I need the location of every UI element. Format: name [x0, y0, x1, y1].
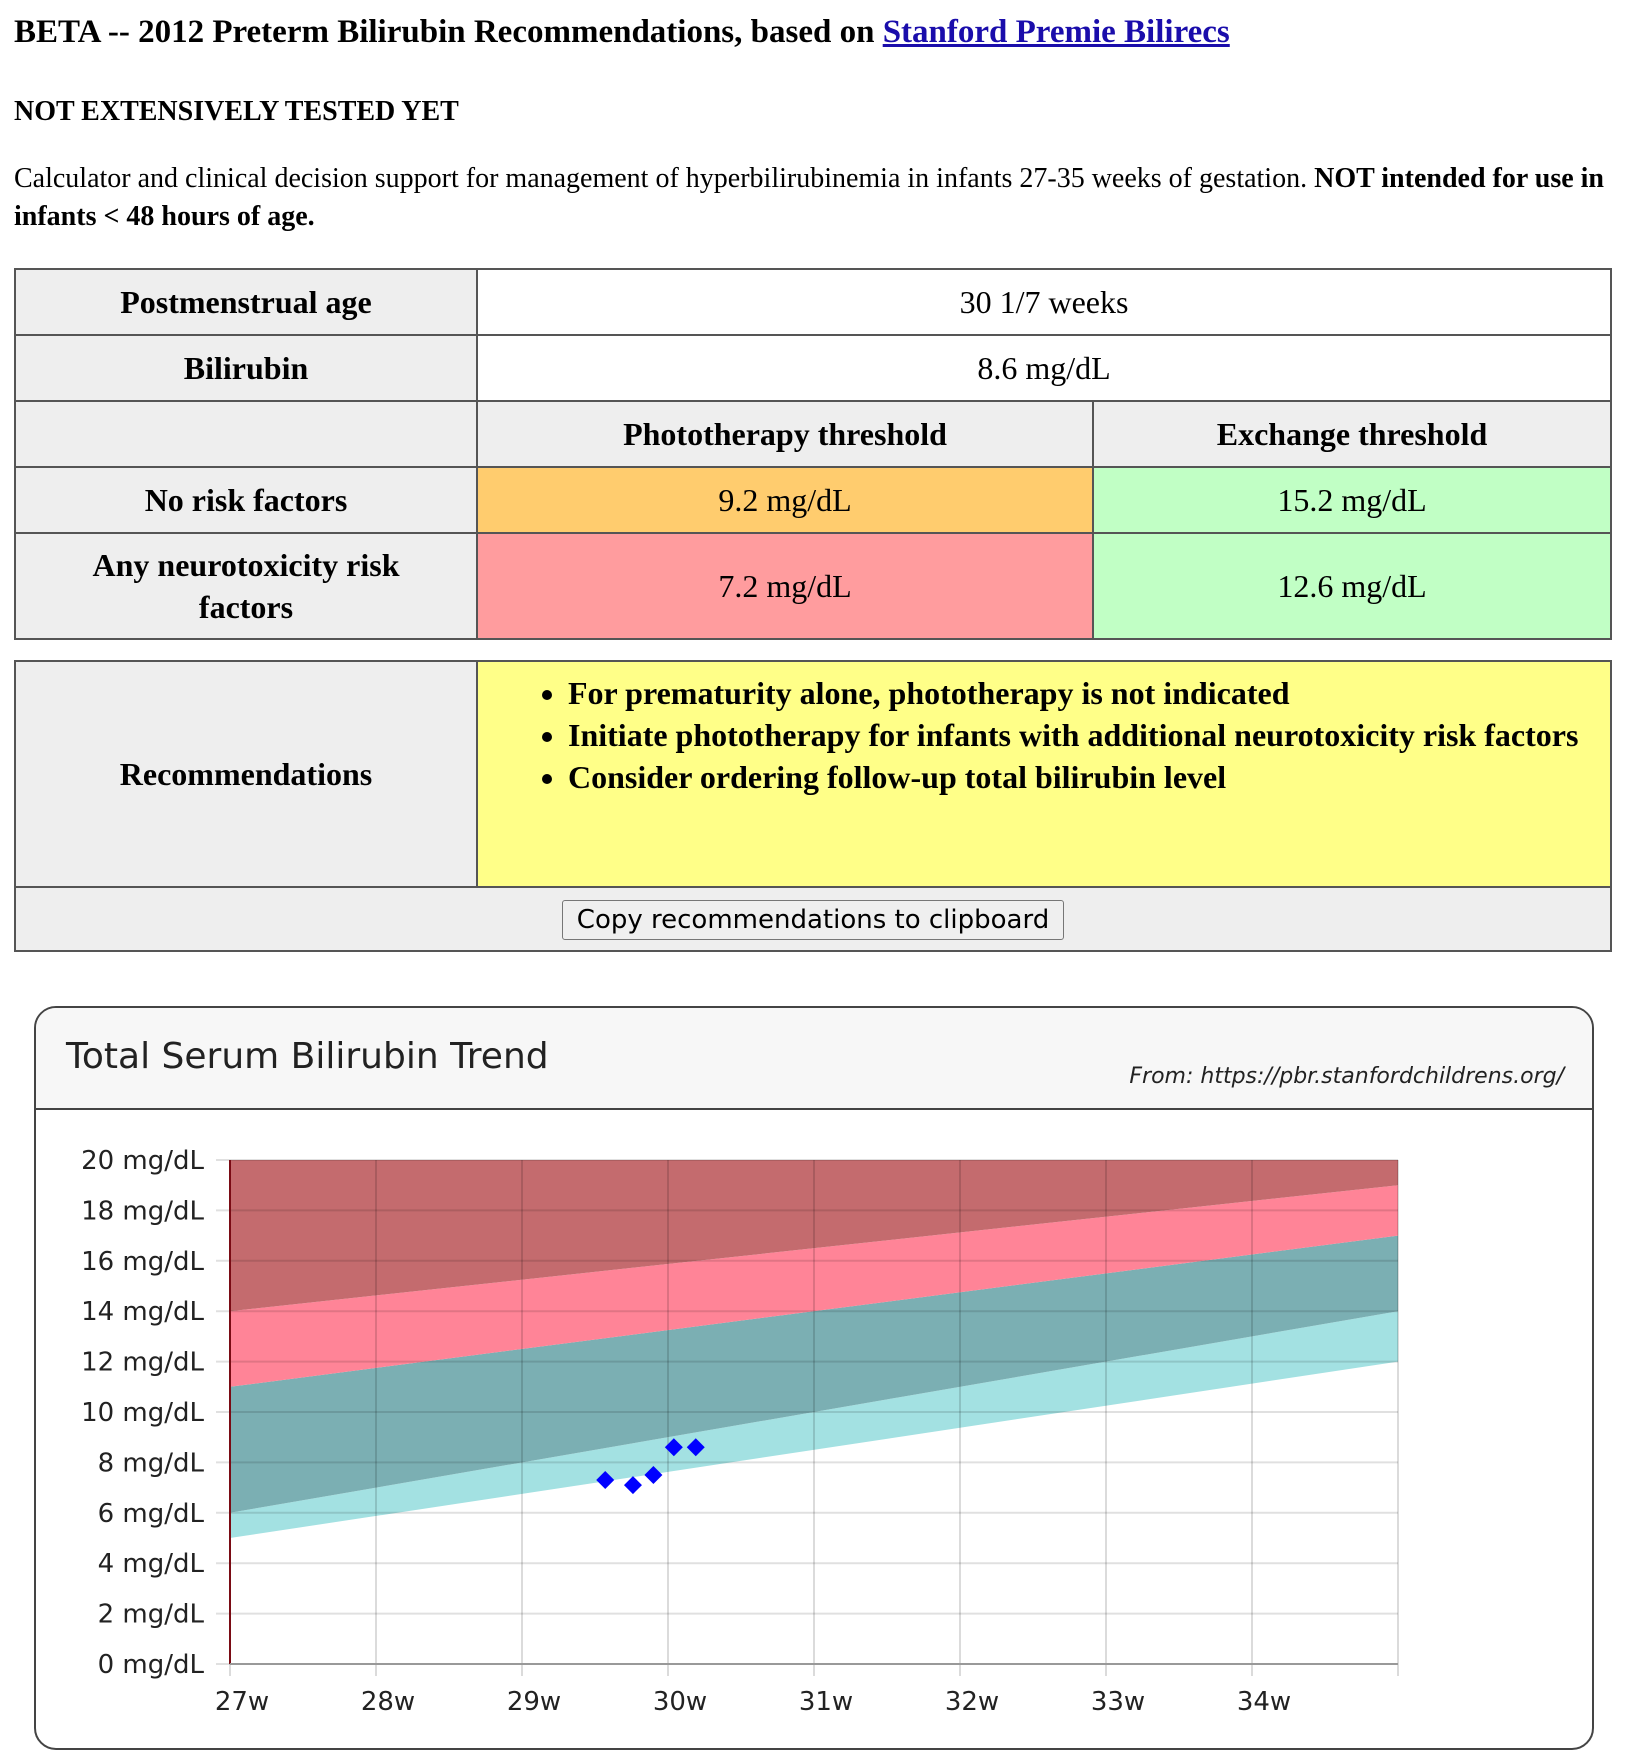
risk-phototherapy: 7.2 mg/dL	[476, 532, 1094, 640]
y-tick-label: 10 mg/dL	[81, 1398, 204, 1428]
chart-header: Total Serum Bilirubin Trend From: https:…	[36, 1008, 1592, 1110]
risk-exchange: 12.6 mg/dL	[1092, 532, 1612, 640]
page-title: BETA -- 2012 Preterm Bilirubin Recommend…	[14, 14, 1230, 51]
recommendations-row: Recommendations For prematurity alone, p…	[14, 660, 1612, 888]
stanford-link[interactable]: Stanford Premie Bilirecs	[882, 14, 1230, 50]
x-tick-label: 33w	[1091, 1687, 1145, 1717]
recommendation-item: Consider ordering follow-up total biliru…	[568, 756, 1600, 798]
risk-zone-band-3	[230, 1160, 1398, 1312]
no-risk-label: No risk factors	[14, 466, 478, 534]
copy-row: Copy recommendations to clipboard	[14, 886, 1612, 952]
bilirubin-data-point	[596, 1471, 615, 1490]
bilirubin-label: Bilirubin	[14, 334, 478, 402]
copy-cell: Copy recommendations to clipboard	[14, 886, 1612, 952]
description-text: Calculator and clinical decision support…	[14, 163, 1315, 194]
risk-row: Any neurotoxicity risk factors 7.2 mg/dL…	[14, 532, 1612, 640]
recommendation-item: Initiate phototherapy for infants with a…	[568, 714, 1600, 756]
no-risk-phototherapy: 9.2 mg/dL	[476, 466, 1094, 534]
threshold-table: Postmenstrual age 30 1/7 weeks Bilirubin…	[14, 268, 1612, 640]
no-risk-row: No risk factors 9.2 mg/dL 15.2 mg/dL	[14, 466, 1612, 534]
y-tick-label: 12 mg/dL	[81, 1348, 204, 1378]
risk-label-text: Any neurotoxicity risk factors	[92, 547, 400, 625]
bilirubin-data-point	[664, 1438, 683, 1457]
risk-zone-band-1	[230, 1235, 1398, 1513]
x-tick-label: 28w	[361, 1687, 415, 1717]
x-tick-label: 32w	[945, 1687, 999, 1717]
threshold-header-row: Phototherapy threshold Exchange threshol…	[14, 400, 1612, 468]
y-tick-label: 20 mg/dL	[81, 1146, 204, 1176]
copy-recommendations-button[interactable]: Copy recommendations to clipboard	[561, 899, 1065, 940]
y-tick-label: 14 mg/dL	[81, 1297, 204, 1327]
description-warning: NOT intended for use in infants < 48 hou…	[14, 163, 1605, 232]
y-tick-label: 4 mg/dL	[98, 1549, 205, 1579]
chart-panel: Total Serum Bilirubin Trend From: https:…	[34, 1006, 1594, 1750]
recommendations-list: For prematurity alone, phototherapy is n…	[478, 672, 1600, 798]
y-tick-label: 6 mg/dL	[98, 1499, 205, 1529]
age-label: Postmenstrual age	[14, 268, 478, 336]
bilirubin-data-point	[644, 1466, 663, 1484]
no-risk-exchange: 15.2 mg/dL	[1092, 466, 1612, 534]
testing-warning: NOT EXTENSIVELY TESTED YET	[14, 96, 459, 127]
phototherapy-header: Phototherapy threshold	[476, 400, 1094, 468]
chart-title: Total Serum Bilirubin Trend	[66, 1036, 549, 1077]
chart-source: From: https://pbr.stanfordchildrens.org/	[1129, 1064, 1564, 1089]
risk-zone-band-0	[230, 1311, 1398, 1538]
bilirubin-data-point	[623, 1476, 642, 1495]
y-tick-label: 16 mg/dL	[81, 1247, 204, 1277]
recommendations-table: Recommendations For prematurity alone, p…	[14, 660, 1612, 952]
bilirubin-row: Bilirubin 8.6 mg/dL	[14, 334, 1612, 402]
title-text: BETA -- 2012 Preterm Bilirubin Recommend…	[14, 14, 883, 50]
recommendations-label: Recommendations	[14, 660, 478, 888]
x-tick-label: 29w	[507, 1687, 561, 1717]
y-tick-label: 18 mg/dL	[81, 1196, 204, 1226]
description: Calculator and clinical decision support…	[14, 160, 1612, 236]
risk-zone-band-2	[230, 1185, 1398, 1387]
bilirubin-trend-chart: 0 mg/dL 2 mg/dL 4 mg/dL 6 mg/dL 8 mg/dL 10 mg…	[81, 1146, 1399, 1717]
bilirubin-value: 8.6 mg/dL	[476, 334, 1612, 402]
x-tick-label: 31w	[799, 1687, 853, 1717]
recommendation-item: For prematurity alone, phototherapy is n…	[568, 672, 1600, 714]
empty-header-cell	[14, 400, 478, 468]
exchange-header: Exchange threshold	[1092, 400, 1612, 468]
age-value: 30 1/7 weeks	[476, 268, 1612, 336]
x-tick-label: 27w	[215, 1687, 269, 1717]
y-tick-label: 0 mg/dL	[98, 1650, 205, 1680]
age-row: Postmenstrual age 30 1/7 weeks	[14, 268, 1612, 336]
x-tick-label: 30w	[653, 1687, 707, 1717]
recommendations-list-cell: For prematurity alone, phototherapy is n…	[476, 660, 1612, 888]
bilirubin-data-point	[686, 1438, 705, 1457]
x-tick-label: 34w	[1237, 1687, 1291, 1717]
risk-label: Any neurotoxicity risk factors	[14, 532, 478, 640]
y-tick-label: 2 mg/dL	[98, 1600, 205, 1630]
y-tick-label: 8 mg/dL	[98, 1448, 205, 1478]
